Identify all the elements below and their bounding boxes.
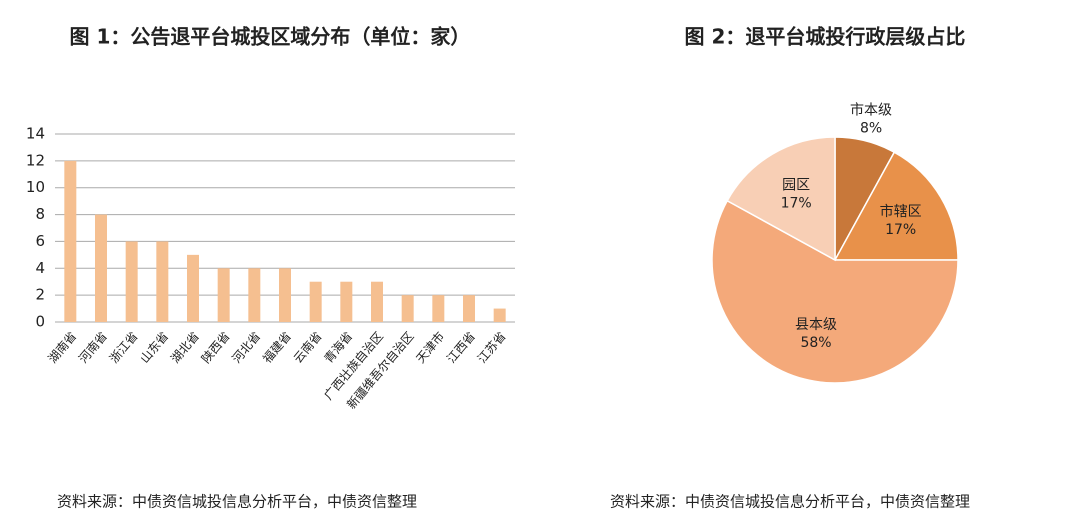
bar [64, 160, 77, 322]
pie-slice [726, 136, 836, 262]
x-tick-label: 天津市 [413, 329, 448, 366]
x-tick-label: 云南省 [290, 329, 325, 366]
x-tick-label: 河南省 [75, 329, 110, 366]
bar [340, 281, 353, 322]
y-tick-label: 12 [26, 151, 45, 169]
bar [401, 295, 414, 322]
slice-label: 市辖区 [880, 203, 922, 220]
x-tick-label: 福建省 [259, 329, 294, 366]
x-tick-label: 陕西省 [198, 329, 233, 366]
bar [309, 281, 322, 322]
slice-label: 园区 [782, 177, 810, 193]
pie-slice [711, 199, 959, 384]
bar [432, 295, 445, 322]
y-tick-label: 6 [35, 232, 45, 250]
bar [156, 241, 169, 322]
slice-label: 县本级 [795, 317, 837, 333]
bar [217, 268, 230, 322]
x-tick-label: 江苏省 [475, 329, 509, 366]
y-tick-label: 10 [26, 178, 45, 196]
y-tick-label: 2 [35, 286, 45, 304]
y-tick-label: 4 [35, 259, 45, 277]
bar [187, 254, 199, 322]
bar [95, 214, 107, 322]
bar [279, 268, 291, 322]
source: 资料来源：中债资信城投信息分析平台，中债资信整理 [57, 493, 417, 511]
source: 资料来源：中债资信城投信息分析平台，中债资信整理 [610, 493, 970, 511]
y-tick-label: 14 [26, 125, 45, 143]
bar [371, 281, 383, 322]
y-tick-label: 8 [35, 205, 45, 223]
chart-title: 图 2：退平台城投行政层级占比 [685, 25, 966, 49]
x-tick-label: 湖南省 [45, 329, 80, 366]
pie-slice [833, 151, 959, 261]
x-tick-label: 山东省 [137, 329, 171, 366]
x-tick-label: 湖北省 [167, 329, 202, 366]
bar [248, 268, 261, 322]
slice-value-label: 8% [860, 121, 882, 137]
x-tick-label: 河北省 [229, 329, 263, 366]
bar [125, 241, 138, 322]
x-tick-label: 江西省 [444, 329, 478, 366]
bar [463, 295, 475, 322]
chart-title: 图 1：公告退平台城投区域分布（单位：家） [70, 25, 471, 49]
slice-label: 市本级 [850, 102, 892, 119]
y-tick-label: 0 [35, 313, 45, 331]
slice-value-label: 17% [885, 222, 916, 238]
slice-value-label: 17% [781, 195, 812, 211]
bar [493, 308, 506, 322]
slice-value-label: 58% [800, 335, 831, 351]
x-tick-label: 浙江省 [107, 329, 141, 366]
